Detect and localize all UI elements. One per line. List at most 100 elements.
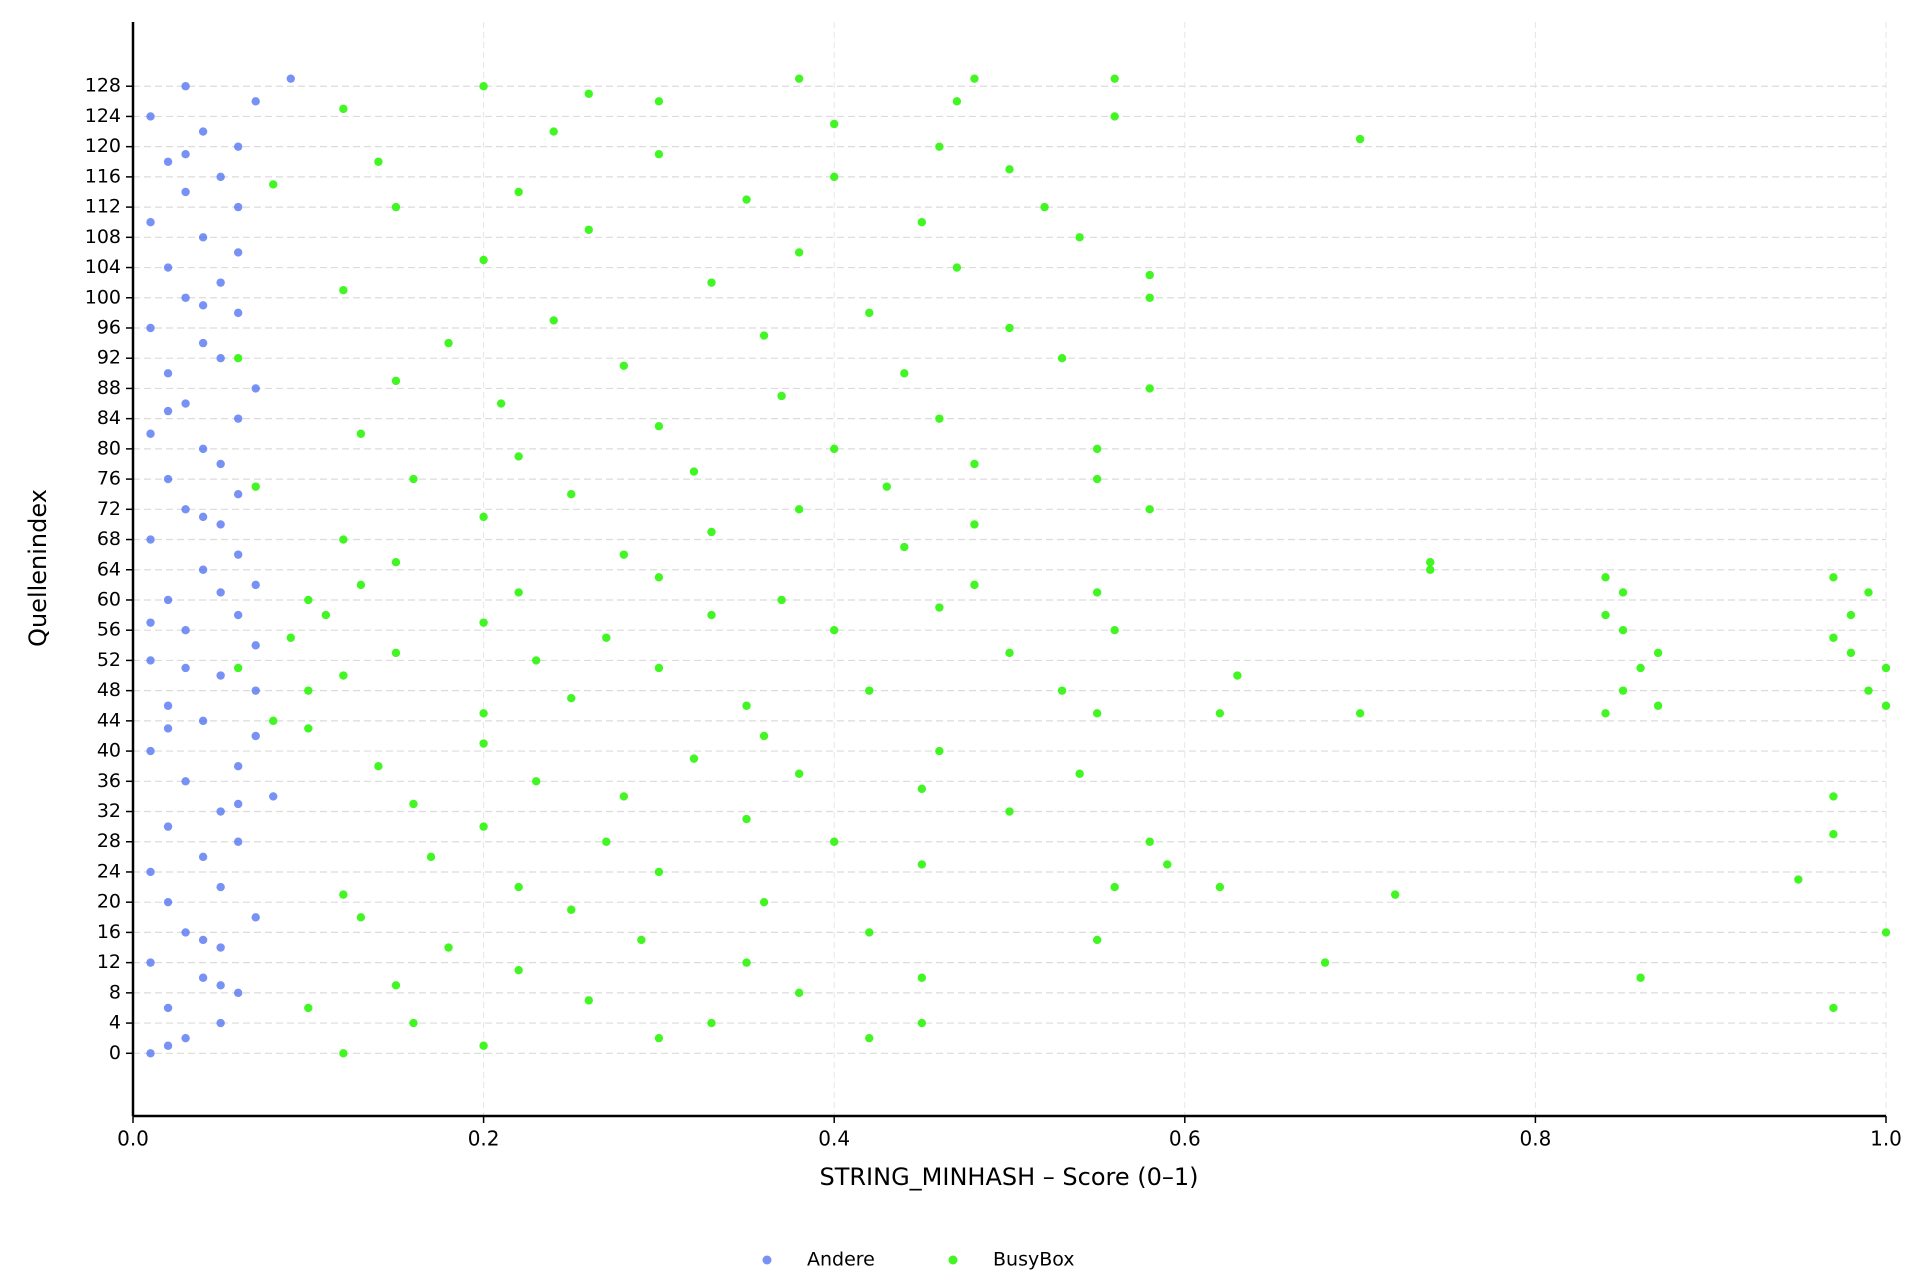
point [233, 610, 243, 620]
point [1829, 1003, 1838, 1013]
point [1092, 444, 1102, 454]
point [233, 988, 243, 998]
point [356, 580, 366, 590]
point [1355, 134, 1365, 144]
point [1092, 709, 1102, 718]
point [181, 82, 190, 91]
point [251, 641, 260, 650]
point [216, 981, 225, 990]
y-tick-label: 60 [97, 588, 121, 610]
point [935, 603, 944, 612]
point [426, 852, 436, 862]
point [1426, 565, 1435, 574]
point [654, 422, 664, 431]
point [619, 550, 629, 559]
point [146, 323, 155, 333]
point [181, 187, 190, 197]
point [1145, 270, 1154, 280]
point [146, 429, 155, 438]
point [479, 822, 488, 831]
point [970, 74, 979, 83]
point [269, 180, 278, 189]
point [917, 860, 927, 869]
point [935, 746, 944, 756]
point [549, 127, 558, 136]
point [1057, 354, 1067, 363]
point [146, 218, 155, 227]
point [1233, 671, 1242, 680]
point [251, 731, 260, 741]
y-tick-label: 88 [97, 377, 121, 399]
y-tick-label: 36 [97, 770, 121, 792]
point [602, 633, 611, 642]
point [1829, 633, 1838, 642]
y-tick-label: 80 [97, 437, 121, 459]
legend-label: BusyBox [993, 1249, 1075, 1271]
point [917, 218, 927, 227]
point [567, 905, 576, 914]
point [1355, 709, 1365, 718]
point [865, 308, 874, 318]
point [952, 263, 962, 272]
point [216, 278, 225, 287]
point [935, 142, 944, 151]
point [777, 595, 786, 605]
point [216, 807, 225, 816]
point [1005, 648, 1014, 658]
point [970, 520, 979, 529]
point [707, 278, 716, 287]
point [233, 663, 243, 673]
y-tick-label: 0 [109, 1042, 121, 1064]
legend-label: Andere [807, 1249, 875, 1271]
y-tick-label: 40 [97, 740, 121, 762]
point [830, 172, 839, 182]
point [163, 1041, 173, 1050]
point [233, 799, 243, 809]
point [374, 761, 383, 771]
point [339, 671, 348, 680]
y-tick-label: 12 [97, 951, 121, 973]
point [216, 354, 225, 363]
point [391, 648, 401, 658]
point [742, 701, 751, 710]
point [163, 406, 173, 416]
point [233, 490, 243, 499]
point [1426, 558, 1435, 567]
point [146, 867, 155, 877]
point [602, 837, 611, 846]
point [479, 739, 488, 748]
point [181, 150, 190, 159]
point [233, 248, 243, 257]
y-tick-label: 24 [97, 860, 121, 882]
point [794, 248, 804, 257]
point [339, 104, 348, 114]
point [900, 542, 909, 552]
point [1794, 875, 1803, 884]
x-tick-label: 0.8 [1519, 1127, 1551, 1151]
point [233, 761, 243, 771]
point [479, 82, 488, 91]
point [216, 520, 225, 529]
point [531, 656, 541, 665]
point [1145, 384, 1154, 393]
y-tick-label: 16 [97, 921, 121, 943]
point [759, 897, 769, 907]
point [146, 746, 155, 756]
point [163, 897, 173, 907]
point [339, 535, 348, 544]
y-axis-label: Quellenindex [24, 489, 52, 647]
point [1653, 648, 1663, 658]
point [198, 233, 208, 242]
point [269, 792, 278, 801]
y-tick-label: 52 [97, 649, 121, 671]
point [1092, 474, 1102, 484]
point [146, 535, 155, 544]
point [1390, 890, 1400, 899]
y-tick-label: 100 [85, 286, 121, 308]
point [654, 97, 664, 106]
point [882, 482, 891, 491]
point [216, 1018, 225, 1028]
point [514, 588, 523, 597]
point [216, 459, 225, 469]
